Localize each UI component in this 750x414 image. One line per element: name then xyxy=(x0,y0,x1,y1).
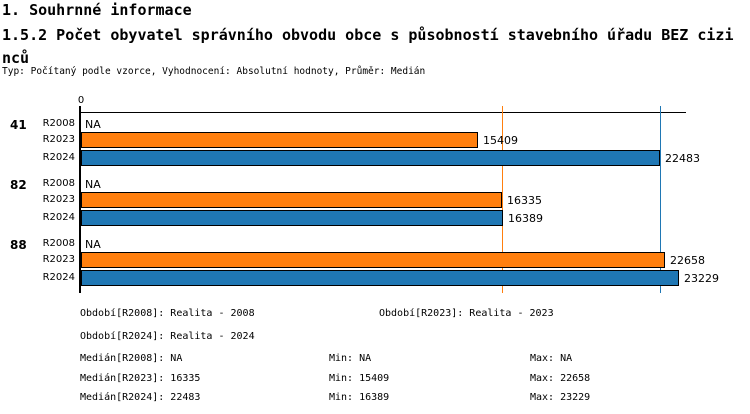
legend-min-r2008: Min: NA xyxy=(329,353,372,364)
legend-max-r2023: Max: 22658 xyxy=(530,373,591,384)
x-axis-zero-tick-label: 0 xyxy=(77,95,85,106)
legend-obdobi-r2024: Období[R2024]: Realita - 2024 xyxy=(80,331,255,342)
series-label-R2023: R2023 xyxy=(42,134,75,145)
x-axis-line xyxy=(79,112,686,113)
series-label-R2008: R2008 xyxy=(42,178,75,189)
bar-value-na-88: NA xyxy=(85,238,101,251)
bar-41-R2023 xyxy=(81,132,478,148)
bar-value-label-88-R2024: 23229 xyxy=(684,272,719,285)
group-label-41: 41 xyxy=(10,118,27,132)
series-label-R2024: R2024 xyxy=(42,272,75,283)
bar-value-na-82: NA xyxy=(85,178,101,191)
legend-median-r2008: Medián[R2008]: NA xyxy=(80,353,183,364)
series-label-R2024: R2024 xyxy=(42,212,75,223)
legend-min-r2023: Min: 15409 xyxy=(329,373,390,384)
group-label-88: 88 xyxy=(10,238,27,252)
bar-88-R2023 xyxy=(81,252,665,268)
bar-82-R2024 xyxy=(81,210,503,226)
series-label-R2023: R2023 xyxy=(42,254,75,265)
legend-median-r2024: Medián[R2024]: 22483 xyxy=(80,392,201,403)
median-reference-line-blue xyxy=(660,106,661,293)
legend-row-median-r2008: Medián[R2008]: NA Min: NA Max: NA xyxy=(0,353,750,366)
legend-row-median-r2024: Medián[R2024]: 22483 Min: 16389 Max: 232… xyxy=(0,392,750,405)
bar-value-na-41: NA xyxy=(85,118,101,131)
bar-value-label-82-R2023: 16335 xyxy=(507,194,542,207)
bar-value-label-88-R2023: 22658 xyxy=(670,254,705,267)
median-reference-line-orange xyxy=(502,106,503,293)
legend-median-r2023: Medián[R2023]: 16335 xyxy=(80,373,201,384)
bar-88-R2024 xyxy=(81,270,679,286)
bar-value-label-41-R2024: 22483 xyxy=(665,152,700,165)
group-label-82: 82 xyxy=(10,178,27,192)
legend-min-r2024: Min: 16389 xyxy=(329,392,390,403)
chart-meta: Typ: Počítaný podle vzorce, Vyhodnocení:… xyxy=(2,66,426,77)
legend-obdobi-r2008: Období[R2008]: Realita - 2008 xyxy=(80,308,255,319)
bar-value-label-41-R2023: 15409 xyxy=(483,134,518,147)
section-title: 1. Souhrnné informace xyxy=(2,1,192,19)
series-label-R2008: R2008 xyxy=(42,238,75,249)
legend-max-r2008: Max: NA xyxy=(530,353,573,364)
series-label-R2024: R2024 xyxy=(42,152,75,163)
legend-row-obdobi-1: Období[R2008]: Realita - 2008 Období[R20… xyxy=(0,308,750,321)
bar-value-label-82-R2024: 16389 xyxy=(508,212,543,225)
bar-82-R2023 xyxy=(81,192,502,208)
y-axis-line xyxy=(79,106,81,293)
bar-41-R2024 xyxy=(81,150,660,166)
legend-row-median-r2023: Medián[R2023]: 16335 Min: 15409 Max: 226… xyxy=(0,373,750,386)
series-label-R2008: R2008 xyxy=(42,118,75,129)
legend-obdobi-r2023: Období[R2023]: Realita - 2023 xyxy=(379,308,554,319)
chart-title: 1.5.2 Počet obyvatel správního obvodu ob… xyxy=(2,26,734,67)
legend-max-r2024: Max: 23229 xyxy=(530,392,591,403)
legend-row-obdobi-2: Období[R2024]: Realita - 2024 xyxy=(0,331,750,344)
series-label-R2023: R2023 xyxy=(42,194,75,205)
